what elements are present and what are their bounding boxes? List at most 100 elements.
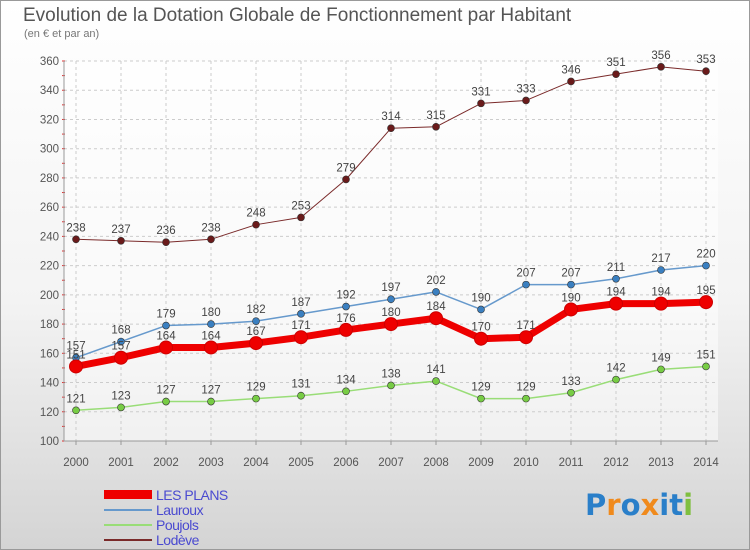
data-label-lod-ve: 331	[471, 86, 490, 98]
data-point-poujols	[612, 375, 620, 384]
data-label-les-plans: 164	[201, 330, 221, 342]
x-tick-label: 2011	[559, 457, 584, 469]
legend-swatch	[104, 490, 152, 499]
legend-item-les-plans[interactable]: LES PLANS	[104, 487, 228, 503]
data-label-lod-ve: 236	[156, 225, 175, 237]
y-tick-label: 220	[40, 261, 59, 273]
data-point-lod-ve	[522, 96, 530, 105]
data-label-les-plans: 157	[111, 341, 130, 353]
y-tick-label: 140	[40, 378, 59, 390]
data-label-poujols: 127	[201, 385, 220, 397]
data-label-les-plans: 170	[471, 322, 490, 334]
data-label-lod-ve: 333	[516, 83, 535, 95]
data-point-lod-ve	[612, 70, 620, 78]
legend-item-poujols[interactable]: Poujols	[104, 516, 199, 533]
data-label-poujols: 133	[561, 376, 580, 388]
data-point-lauroux	[702, 261, 710, 270]
data-label-lauroux: 207	[516, 268, 535, 280]
data-label-lauroux: 157	[66, 341, 85, 353]
data-point-lod-ve	[387, 124, 395, 133]
data-label-lauroux: 202	[426, 275, 445, 287]
logo-letter: i	[659, 488, 670, 522]
data-point-lod-ve	[702, 67, 710, 76]
plot-area	[64, 61, 718, 441]
data-label-poujols: 129	[471, 382, 490, 394]
x-tick-label: 2009	[468, 457, 494, 469]
data-point-lod-ve	[342, 175, 350, 184]
y-tick-label: 240	[40, 231, 59, 243]
data-label-les-plans: 190	[561, 292, 580, 304]
data-label-lod-ve: 237	[111, 224, 130, 236]
legend-label: Lauroux	[156, 501, 204, 518]
data-label-lod-ve: 248	[246, 208, 265, 220]
x-tick-label: 2001	[108, 457, 134, 469]
data-point-poujols	[252, 394, 260, 403]
y-tick-label: 360	[40, 56, 59, 68]
data-point-lauroux	[252, 317, 260, 325]
y-tick-label: 280	[40, 173, 59, 185]
chart-title: Evolution de la Dotation Globale de Fonc…	[23, 5, 572, 26]
data-label-lod-ve: 238	[201, 222, 220, 234]
data-label-poujols: 127	[156, 385, 175, 397]
data-label-les-plans: 171	[291, 320, 310, 332]
data-point-lod-ve	[252, 220, 260, 229]
data-point-lauroux	[207, 320, 215, 328]
data-point-les-plans	[429, 311, 443, 326]
legend-label: Poujols	[156, 516, 199, 533]
data-point-poujols	[207, 397, 215, 406]
data-point-poujols	[477, 394, 485, 403]
data-point-lauroux	[477, 305, 485, 314]
x-tick-label: 2000	[63, 457, 89, 469]
logo-letter: i	[683, 488, 694, 522]
data-point-poujols	[342, 387, 350, 396]
data-label-les-plans: 180	[381, 307, 400, 319]
legend-item-lodeve[interactable]: Lodève	[104, 532, 199, 548]
data-label-lauroux: 179	[156, 309, 175, 321]
data-label-les-plans: 194	[606, 287, 626, 299]
data-label-poujols: 129	[246, 382, 265, 394]
x-tick-label: 2008	[423, 457, 449, 469]
logo-letter: x	[640, 488, 660, 522]
legend-swatch	[104, 523, 152, 526]
data-label-lod-ve: 353	[696, 54, 715, 66]
data-point-lauroux	[117, 337, 125, 346]
data-point-lod-ve	[432, 122, 440, 131]
data-point-lauroux	[657, 266, 665, 274]
data-point-poujols	[657, 365, 665, 374]
data-point-les-plans	[339, 322, 353, 337]
data-label-poujols: 121	[66, 393, 85, 405]
data-point-les-plans	[204, 340, 218, 355]
data-point-lod-ve	[567, 77, 575, 86]
logo-letter: P	[585, 488, 607, 522]
data-point-les-plans	[159, 340, 173, 355]
data-label-lauroux: 180	[201, 307, 220, 319]
data-label-lauroux: 217	[651, 253, 670, 265]
data-point-lod-ve	[657, 63, 665, 71]
x-tick-label: 2012	[603, 457, 629, 469]
x-tick-label: 2010	[513, 457, 539, 469]
data-point-lauroux	[522, 280, 530, 289]
x-tick-label: 2002	[153, 457, 179, 469]
data-label-lauroux: 220	[696, 249, 715, 261]
data-label-lauroux: 190	[471, 292, 490, 304]
data-label-poujols: 149	[651, 352, 670, 364]
data-label-lod-ve: 279	[336, 162, 355, 174]
y-tick-label: 120	[40, 407, 59, 419]
data-point-les-plans	[249, 336, 263, 351]
data-point-lod-ve	[162, 238, 170, 247]
data-label-les-plans: 164	[156, 330, 176, 342]
data-point-les-plans	[519, 330, 533, 345]
x-tick-label: 2013	[648, 457, 674, 469]
data-label-poujols: 138	[381, 368, 400, 380]
x-tick-label: 2007	[378, 457, 404, 469]
data-point-les-plans	[114, 350, 128, 365]
logo-letter: o	[620, 488, 641, 522]
data-point-poujols	[162, 397, 170, 406]
data-label-les-plans: 171	[516, 320, 535, 332]
x-tick-label: 2005	[288, 457, 314, 469]
data-point-lauroux	[387, 295, 395, 304]
data-point-lauroux	[297, 310, 305, 318]
legend-item-lauroux[interactable]: Lauroux	[104, 501, 204, 518]
data-label-lauroux: 182	[246, 304, 265, 316]
